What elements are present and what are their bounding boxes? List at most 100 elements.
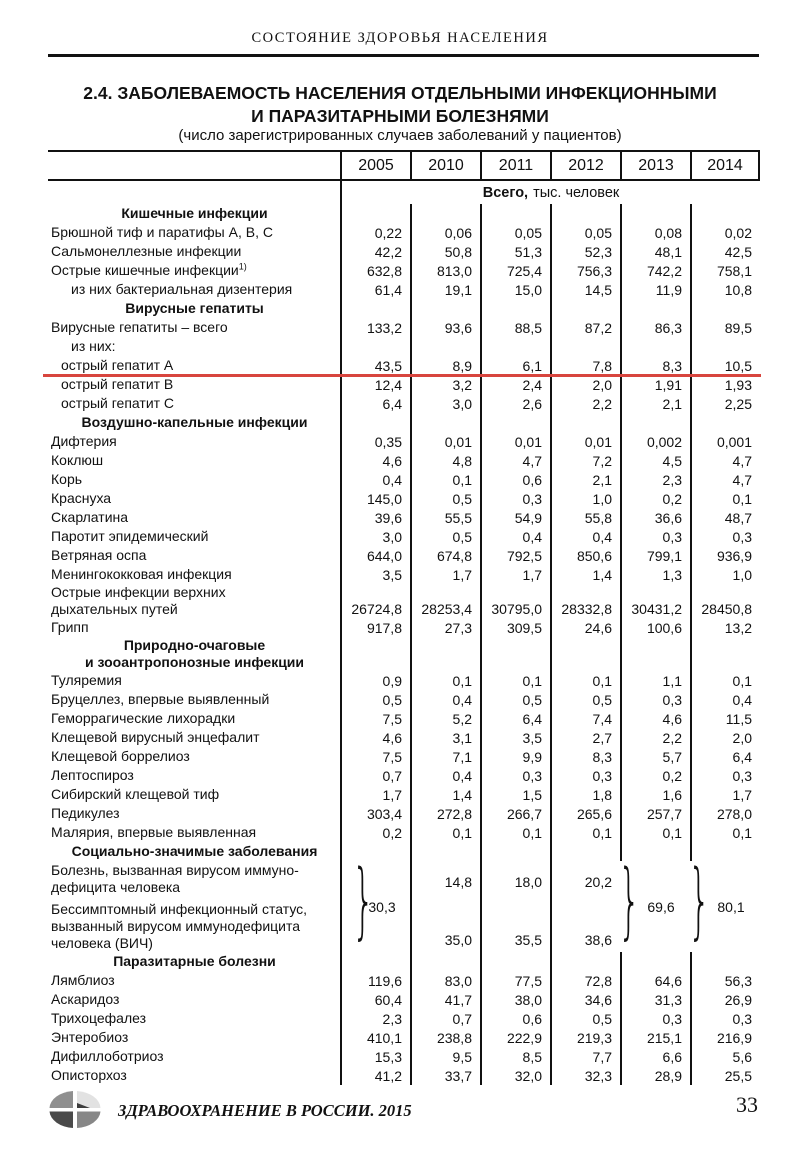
units-bold-text: Всего, xyxy=(482,184,529,201)
publisher-logo xyxy=(46,1089,104,1135)
value-cell: 8,3 xyxy=(550,747,620,766)
table-row: Коклюш 4,6 4,8 4,7 7,2 4,5 4,7 xyxy=(48,451,760,470)
row-label: Дифтерия xyxy=(48,432,340,451)
value-cell: 28,9 xyxy=(620,1066,690,1085)
row-label: Ветряная оспа xyxy=(48,546,340,565)
value-cell: 24,6 xyxy=(550,618,620,637)
row-label-line: Дифиллоботриоз xyxy=(51,1048,164,1064)
value-cell: 0,3 xyxy=(550,766,620,785)
table-row: из них бактериальная дизентерия 61,4 19,1 1… xyxy=(48,280,760,299)
value-cell: 2,3 xyxy=(340,1009,410,1028)
value-cell xyxy=(340,413,410,432)
table-row: Острые инфекции верхних дыхательных путей… xyxy=(48,584,760,618)
value-cell: 93,6 xyxy=(410,318,480,337)
page-title: 2.4. ЗАБОЛЕВАЕМОСТЬ НАСЕЛЕНИЯ ОТДЕЛЬНЫМИ… xyxy=(0,82,800,128)
row-label-line: Сибирский клещевой тиф xyxy=(51,786,220,802)
value-cell: 26,9 xyxy=(690,990,760,1009)
section-header-line: Природно-очаговые xyxy=(123,637,266,653)
value-cell: 42,2 xyxy=(340,242,410,261)
year-header-cell: 2011 xyxy=(480,152,550,179)
value-cell: 215,1 xyxy=(620,1028,690,1047)
value-cell: 0,01 xyxy=(550,432,620,451)
value-cell: 3,1 xyxy=(410,728,480,747)
value-cell: 3,5 xyxy=(340,565,410,584)
row-label: Коклюш xyxy=(48,451,340,470)
value-cell: 119,6 xyxy=(340,971,410,990)
header-rule xyxy=(48,54,759,57)
value-cell: 0,05 xyxy=(550,223,620,242)
table-row: Дифиллоботриоз 15,3 9,5 8,5 7,7 6,6 5,6 xyxy=(48,1047,760,1066)
value-cell: 38,0 xyxy=(480,990,550,1009)
value-cell: 309,5 xyxy=(480,618,550,637)
row-label-line: Клещевой вирусный энцефалит xyxy=(51,729,260,745)
value-cell xyxy=(480,413,550,432)
section-header-label: Воздушно-капельные инфекции xyxy=(48,413,340,432)
value-cell: 0,1 xyxy=(620,823,690,842)
row-label: Клещевой вирусный энцефалит xyxy=(48,728,340,747)
value-cell: 15,0 xyxy=(480,280,550,299)
row-label-line: острый гепатит В xyxy=(61,376,174,392)
running-head: СОСТОЯНИЕ ЗДОРОВЬЯ НАСЕЛЕНИЯ xyxy=(251,30,549,46)
brace-2014-icon: } xyxy=(688,852,711,950)
footnote-marker: 1) xyxy=(238,261,247,272)
value-cell: 0,2 xyxy=(340,823,410,842)
section-header-line: Социально-значимые заболевания xyxy=(71,843,318,859)
value-cell: 0,5 xyxy=(410,489,480,508)
value-cell: 19,1 xyxy=(410,280,480,299)
value-cell: 1,1 xyxy=(620,671,690,690)
value-cell: 2,1 xyxy=(550,470,620,489)
value-cell: 0,4 xyxy=(410,766,480,785)
value-cell: 0,3 xyxy=(690,766,760,785)
value-cell: 2,1 xyxy=(620,394,690,413)
value-cell xyxy=(480,952,550,971)
value-cell: 10,5 xyxy=(690,356,760,375)
value-cell xyxy=(340,337,410,356)
value-cell xyxy=(550,299,620,318)
row-label-line: Бессимптомный инфекционный статус, xyxy=(51,900,308,917)
row-label: Острые кишечные инфекции1) xyxy=(48,261,340,280)
row-label-line: Коклюш xyxy=(51,452,104,468)
value-cell: 30795,0 xyxy=(480,584,550,618)
row-label: острый гепатит А xyxy=(48,356,340,375)
value-cell xyxy=(550,204,620,223)
value-cell xyxy=(620,299,690,318)
section-header-label: Паразитарные болезни xyxy=(48,952,340,971)
value-cell: 13,2 xyxy=(690,618,760,637)
page-title-line1: 2.4. ЗАБОЛЕВАЕМОСТЬ НАСЕЛЕНИЯ ОТДЕЛЬНЫМИ… xyxy=(83,83,717,103)
row-label: из них бактериальная дизентерия xyxy=(48,280,340,299)
value-cell: 39,6 xyxy=(340,508,410,527)
value-cell: 917,8 xyxy=(340,618,410,637)
row-label: из них: xyxy=(48,337,340,356)
row-label-line: Краснуха xyxy=(51,490,112,506)
value-cell xyxy=(410,204,480,223)
value-cell: 27,3 xyxy=(410,618,480,637)
value-cell: 0,05 xyxy=(480,223,550,242)
section-header-label: Социально-значимые заболевания xyxy=(48,842,340,861)
row-label: Краснуха xyxy=(48,489,340,508)
value-cell: 61,4 xyxy=(340,280,410,299)
value-cell xyxy=(690,952,760,971)
row-label: Паротит эпидемический xyxy=(48,527,340,546)
row-label: Бруцеллез, впервые выявленный xyxy=(48,690,340,709)
section-header-row: Социально-значимые заболевания xyxy=(48,842,760,861)
value-cell: 0,002 xyxy=(620,432,690,451)
value-cell: 7,1 xyxy=(410,747,480,766)
value-cell xyxy=(550,952,620,971)
footer-publication-title: ЗДРАВООХРАНЕНИЕ В РОССИИ. 2015 xyxy=(118,1101,412,1120)
value-cell: 34,6 xyxy=(550,990,620,1009)
row-label-line: Лямблиоз xyxy=(51,972,115,988)
row-label-line: Описторхоз xyxy=(51,1067,127,1083)
row-label-line: острый гепатит А xyxy=(61,357,174,373)
row-label: Сибирский клещевой тиф xyxy=(48,785,340,804)
brace-2005-icon: } xyxy=(352,852,375,950)
row-label: Острые инфекции верхних дыхательных путей xyxy=(48,584,340,618)
value-cell: 48,1 xyxy=(620,242,690,261)
row-label: Лептоспироз xyxy=(48,766,340,785)
value-cell: 86,3 xyxy=(620,318,690,337)
value-cell: 64,6 xyxy=(620,971,690,990)
value-cell: 1,4 xyxy=(410,785,480,804)
value-cell: 0,1 xyxy=(550,671,620,690)
value-cell: 41,7 xyxy=(410,990,480,1009)
value-cell: 72,8 xyxy=(550,971,620,990)
